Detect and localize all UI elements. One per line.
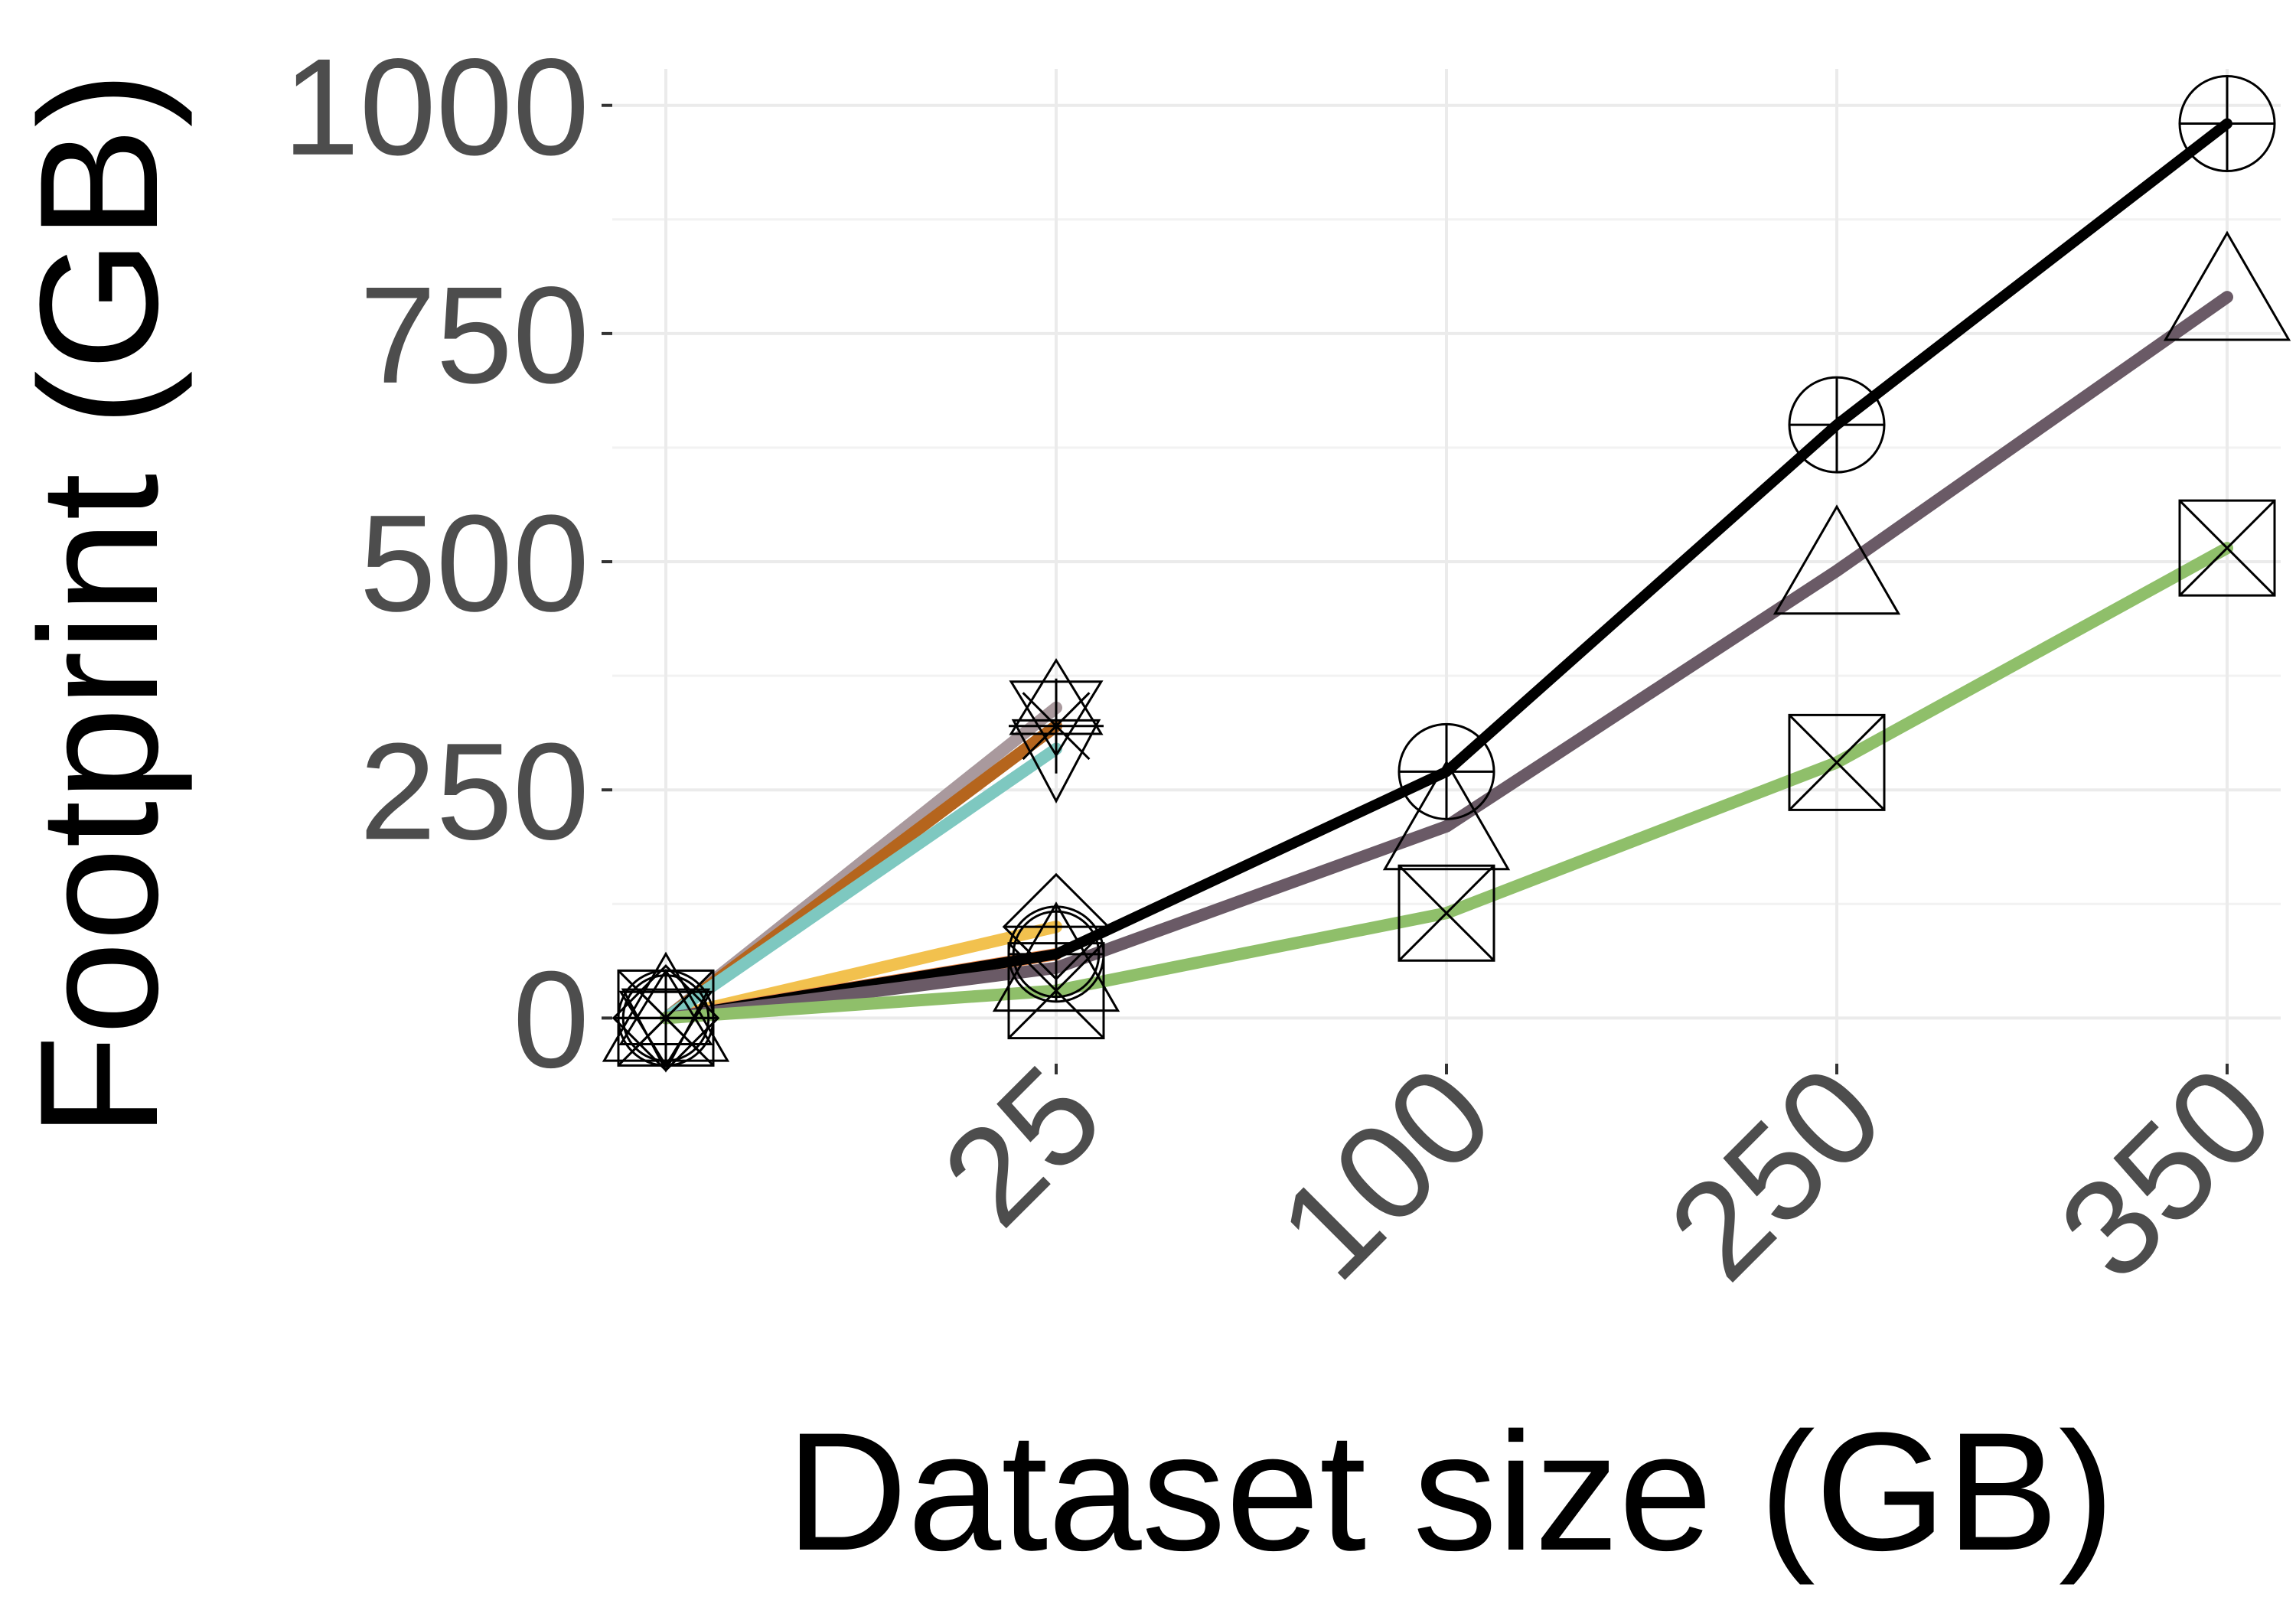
series-line xyxy=(660,742,1062,1025)
y-tick-label: 500 xyxy=(360,487,589,641)
x-axis-title: Dataset size (GB) xyxy=(786,1397,2115,1586)
data-point-marker xyxy=(1011,719,1101,804)
y-tick-label: 750 xyxy=(360,259,589,412)
data-point-marker xyxy=(1007,942,1105,1040)
x-tick-label: 250 xyxy=(1640,1037,1911,1308)
data-point-marker xyxy=(1788,376,1886,474)
x-tick-label: 100 xyxy=(1250,1037,1521,1308)
x-tick-label: 25 xyxy=(914,1037,1131,1254)
data-point-marker xyxy=(2163,230,2291,341)
series-line xyxy=(660,291,2233,1025)
data-point-marker xyxy=(2178,75,2276,173)
data-point-marker xyxy=(2178,499,2276,597)
data-point-marker xyxy=(1012,910,1101,999)
data-markers xyxy=(602,75,2291,1073)
x-tick-label: 350 xyxy=(2030,1037,2296,1308)
data-point-marker xyxy=(1382,760,1511,871)
y-tick-label: 0 xyxy=(513,943,589,1097)
y-tick-label: 250 xyxy=(360,715,589,869)
data-point-marker xyxy=(1002,872,1110,981)
data-point-marker xyxy=(1773,504,1901,615)
data-point-marker xyxy=(992,901,1120,1012)
y-axis-title: Footprint (GB) xyxy=(5,71,193,1138)
data-point-marker xyxy=(1397,722,1495,820)
data-point-marker xyxy=(1009,678,1104,774)
data-point-marker xyxy=(1788,713,1886,811)
y-tick-label: 1000 xyxy=(283,31,589,184)
data-point-marker xyxy=(621,988,711,1073)
data-point-marker xyxy=(1007,905,1105,1003)
data-point-marker xyxy=(1397,864,1495,962)
data-point-marker xyxy=(618,970,713,1066)
